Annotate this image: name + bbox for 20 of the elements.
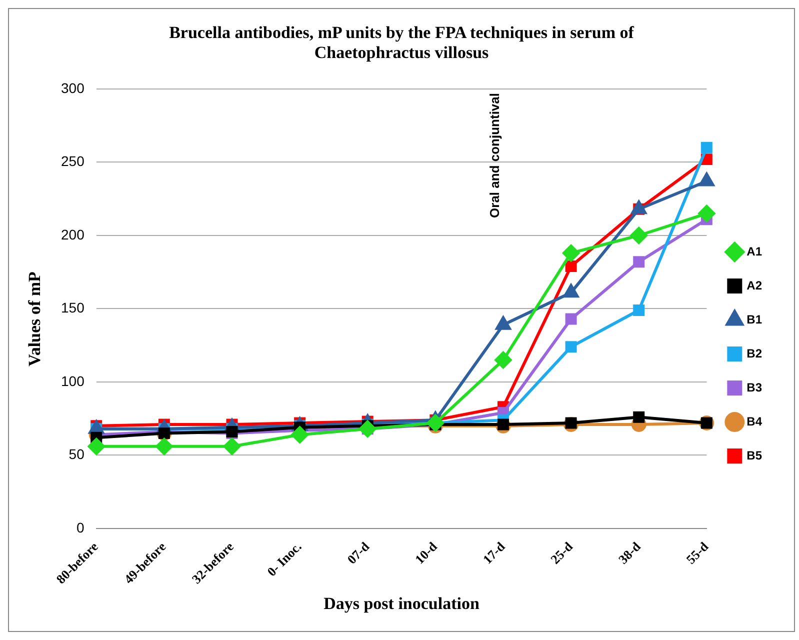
- y-tick-label: 250: [61, 153, 85, 170]
- x-tick-label: 07-d: [344, 538, 373, 567]
- chart-title: Brucella antibodies, mP units by the FPA techniques in serum of Chaetophractus villosus: [168, 23, 636, 63]
- y-tick-label: 50: [68, 446, 85, 462]
- y-tick-label: 200: [61, 226, 85, 242]
- legend-label: B1: [746, 312, 762, 326]
- x-tick-label: 0- Inoc.: [264, 538, 304, 580]
- y-tick-label: 100: [61, 372, 85, 389]
- legend-label: B4: [746, 414, 762, 428]
- y-tick-label: 0: [76, 519, 85, 536]
- y-axis-title: Values of mP: [25, 272, 45, 366]
- legend-label: B2: [746, 346, 762, 360]
- y-tick-label: 300: [61, 80, 85, 96]
- legend-label: A1: [746, 244, 762, 258]
- y-tick-label: 150: [61, 300, 85, 316]
- annotation: Oral and conjuntival: [487, 93, 502, 218]
- legend-label: B3: [746, 380, 762, 394]
- x-axis-title: Days post inoculation: [324, 594, 480, 614]
- legend-label: A2: [746, 278, 762, 292]
- legend-label: B5: [746, 448, 762, 462]
